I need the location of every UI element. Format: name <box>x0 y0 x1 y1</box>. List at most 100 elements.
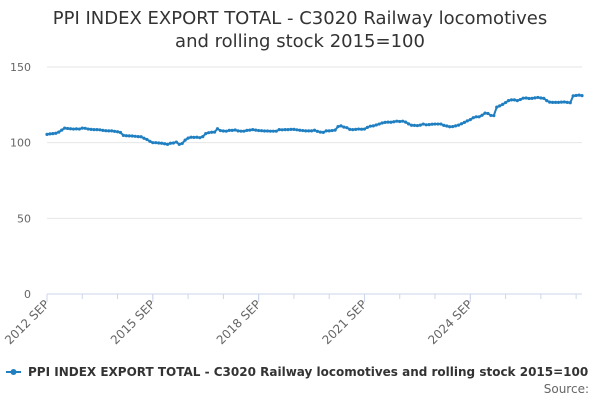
data-point[interactable] <box>160 141 164 145</box>
data-point[interactable] <box>442 123 446 128</box>
data-point[interactable] <box>574 93 578 98</box>
data-point[interactable] <box>86 127 90 131</box>
data-point[interactable] <box>412 123 417 128</box>
data-point[interactable] <box>262 129 267 133</box>
data-point[interactable] <box>480 113 484 117</box>
data-point[interactable] <box>113 129 117 133</box>
data-point[interactable] <box>89 127 93 131</box>
data-point[interactable] <box>421 122 425 126</box>
data-point[interactable] <box>551 100 555 105</box>
data-point[interactable] <box>506 99 511 103</box>
data-point[interactable] <box>542 96 546 100</box>
data-point[interactable] <box>268 129 273 133</box>
data-point[interactable] <box>304 129 308 133</box>
data-point[interactable] <box>377 122 381 126</box>
data-point[interactable] <box>406 122 411 126</box>
data-point[interactable] <box>468 118 472 122</box>
data-point[interactable] <box>445 124 449 128</box>
data-point[interactable] <box>318 130 322 134</box>
data-point[interactable] <box>280 128 284 132</box>
data-point[interactable] <box>439 122 443 126</box>
data-point[interactable] <box>145 137 149 142</box>
data-point[interactable] <box>65 126 70 131</box>
data-point[interactable] <box>57 130 61 134</box>
data-point[interactable] <box>83 126 87 130</box>
data-point[interactable] <box>565 100 569 105</box>
data-point[interactable] <box>521 96 525 100</box>
data-point[interactable] <box>186 136 190 140</box>
data-point[interactable] <box>342 125 346 129</box>
data-point[interactable] <box>365 125 370 129</box>
data-point[interactable] <box>63 126 67 130</box>
data-point[interactable] <box>409 123 414 127</box>
data-point[interactable] <box>465 119 469 123</box>
data-point[interactable] <box>174 140 178 144</box>
data-point[interactable] <box>489 113 493 118</box>
data-point[interactable] <box>383 120 387 124</box>
data-point[interactable] <box>321 130 325 134</box>
data-point[interactable] <box>427 123 431 127</box>
data-point[interactable] <box>486 111 490 116</box>
data-point[interactable] <box>251 128 255 132</box>
data-point[interactable] <box>386 120 390 124</box>
data-point[interactable] <box>509 98 514 102</box>
data-point[interactable] <box>154 141 158 145</box>
data-point[interactable] <box>527 96 531 101</box>
data-point[interactable] <box>121 133 126 137</box>
data-point[interactable] <box>492 113 496 118</box>
data-point[interactable] <box>233 128 237 132</box>
data-point[interactable] <box>198 136 202 140</box>
data-point[interactable] <box>192 135 196 139</box>
data-point[interactable] <box>292 127 296 131</box>
data-point[interactable] <box>571 94 575 98</box>
data-point[interactable] <box>345 126 349 130</box>
data-point[interactable] <box>556 100 561 105</box>
data-point[interactable] <box>553 100 558 105</box>
data-point[interactable] <box>180 141 184 146</box>
data-point[interactable] <box>501 102 505 106</box>
data-point[interactable] <box>533 96 537 100</box>
data-point[interactable] <box>312 128 317 132</box>
data-point[interactable] <box>374 123 378 127</box>
data-point[interactable] <box>462 120 467 124</box>
data-point[interactable] <box>392 120 396 124</box>
data-point[interactable] <box>118 130 123 135</box>
data-point[interactable] <box>448 125 452 129</box>
data-point[interactable] <box>298 128 302 132</box>
data-point[interactable] <box>348 127 352 131</box>
data-point[interactable] <box>368 124 372 128</box>
data-point[interactable] <box>380 121 384 125</box>
data-point[interactable] <box>242 129 246 133</box>
data-point[interactable] <box>230 128 234 133</box>
data-point[interactable] <box>295 128 299 132</box>
legend[interactable]: PPI INDEX EXPORT TOTAL - C3020 Railway l… <box>6 365 588 379</box>
data-point[interactable] <box>207 131 211 135</box>
data-point[interactable] <box>415 123 419 128</box>
data-point[interactable] <box>221 129 225 133</box>
data-point[interactable] <box>74 127 78 131</box>
data-point[interactable] <box>530 96 534 100</box>
data-point[interactable] <box>315 129 320 133</box>
data-point[interactable] <box>151 141 155 145</box>
data-point[interactable] <box>139 135 143 139</box>
data-point[interactable] <box>259 129 264 133</box>
data-point[interactable] <box>177 142 181 146</box>
data-point[interactable] <box>215 127 220 131</box>
data-point[interactable] <box>142 136 146 140</box>
data-point[interactable] <box>559 100 564 104</box>
data-point[interactable] <box>189 135 193 139</box>
data-point[interactable] <box>536 95 540 100</box>
data-point[interactable] <box>518 97 522 102</box>
data-point[interactable] <box>165 142 170 146</box>
data-point[interactable] <box>498 104 502 108</box>
data-point[interactable] <box>265 129 270 133</box>
data-point[interactable] <box>77 127 81 131</box>
data-point[interactable] <box>477 115 481 119</box>
data-point[interactable] <box>245 128 249 133</box>
data-point[interactable] <box>283 128 287 132</box>
data-point[interactable] <box>351 128 355 132</box>
data-point[interactable] <box>212 130 217 134</box>
data-point[interactable] <box>371 124 375 128</box>
data-point[interactable] <box>80 126 84 130</box>
data-point[interactable] <box>254 128 258 132</box>
